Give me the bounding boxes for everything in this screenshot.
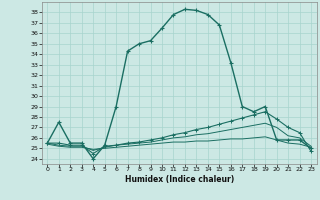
X-axis label: Humidex (Indice chaleur): Humidex (Indice chaleur)	[124, 175, 234, 184]
